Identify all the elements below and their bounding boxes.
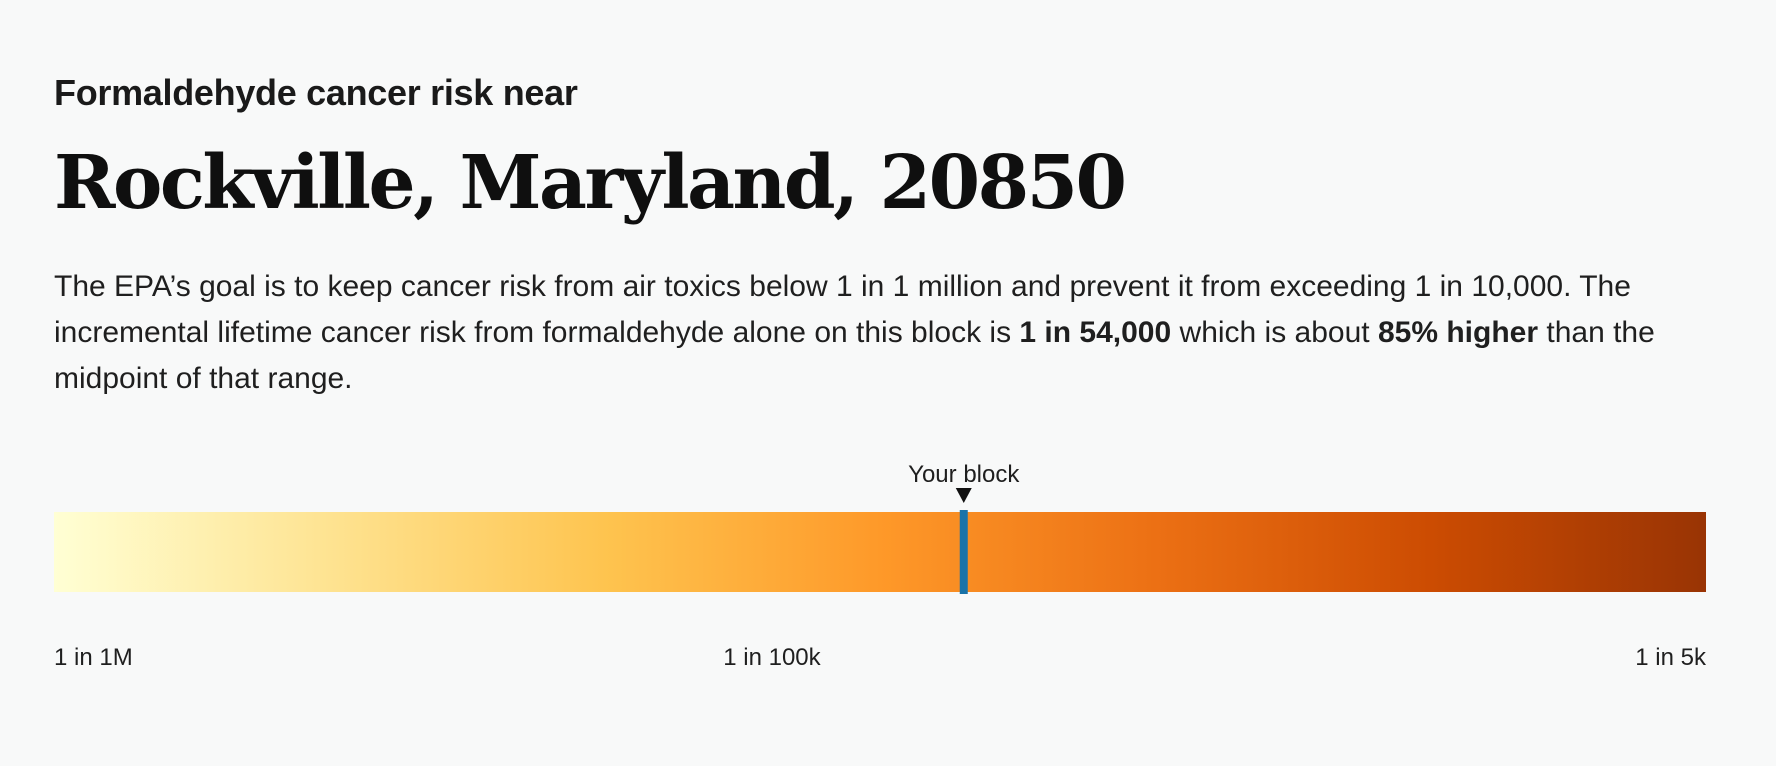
kicker-title: Formaldehyde cancer risk near	[54, 72, 578, 113]
tick-label: 1 in 5k	[1635, 644, 1706, 671]
description-text-3: than the midpoint of that range.	[54, 316, 1655, 395]
your-block-marker	[959, 510, 968, 594]
risk-value: 1 in 54,000	[1019, 316, 1172, 349]
marker-pointer-icon	[955, 488, 972, 503]
risk-scale-chart: 1 in 1M 1 in 100k 1 in 5k Your block	[54, 440, 1707, 680]
risk-comparison: 85% higher	[1377, 316, 1539, 349]
tick-label: 1 in 100k	[723, 644, 821, 671]
risk-scale-svg: 1 in 1M 1 in 100k 1 in 5k Your block	[54, 461, 1707, 671]
risk-description: The EPA’s goal is to keep cancer risk fr…	[54, 264, 1704, 402]
description-text-2: which is about	[1171, 316, 1378, 349]
description-text-1: The EPA’s goal is to keep cancer risk fr…	[54, 270, 1631, 349]
location-headline: Rockville, Maryland, 20850	[54, 140, 1127, 226]
risk-gradient-bar	[54, 512, 1706, 592]
marker-label: Your block	[908, 461, 1020, 488]
tick-label: 1 in 1M	[54, 644, 133, 671]
